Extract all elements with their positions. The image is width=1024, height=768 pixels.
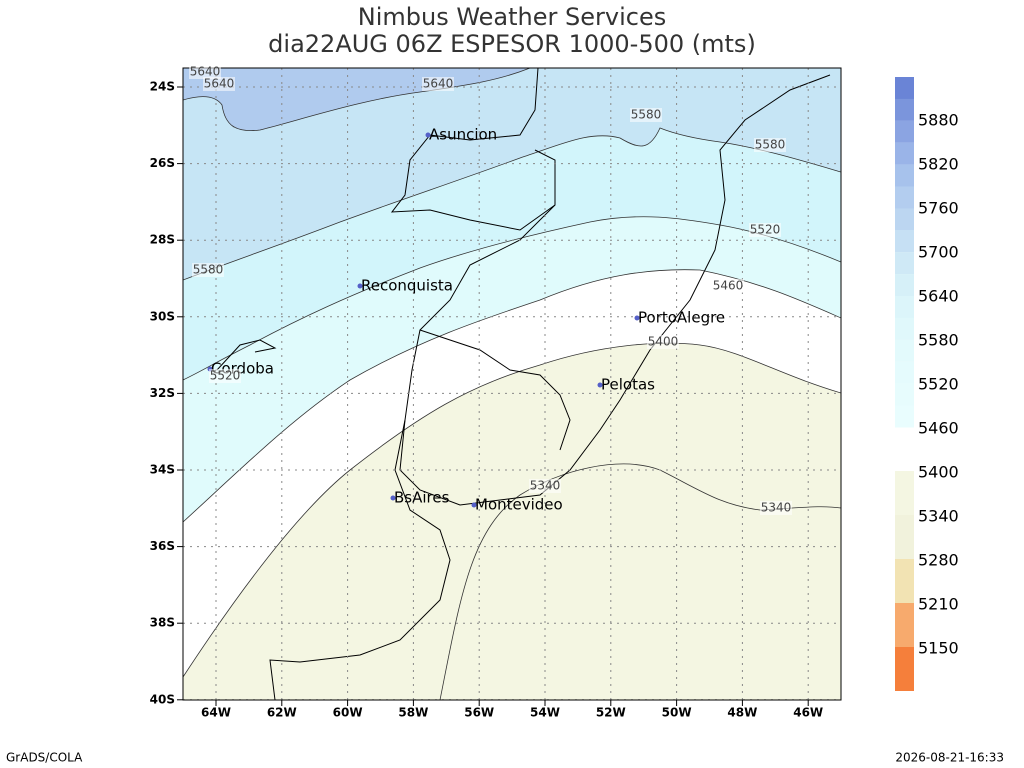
city-dot (471, 502, 477, 508)
colorbar-swatch (895, 559, 914, 603)
contour-label: 5640 (190, 65, 221, 79)
colorbar-swatch (895, 339, 914, 362)
lat-label: 24S (150, 80, 175, 94)
contour-label-bg (754, 138, 786, 152)
colorbar-label: 5150 (918, 639, 959, 658)
lon-label: 58W (398, 706, 428, 720)
colorbar-label: 5340 (918, 507, 959, 526)
colorbar-swatch (895, 274, 914, 297)
lon-label: 48W (727, 706, 757, 720)
colorbar-label: 5640 (918, 287, 959, 306)
lon-label: 62W (267, 706, 297, 720)
colorbar-swatch (895, 77, 914, 99)
colorbar-label: 5280 (918, 551, 959, 570)
lon-label: 54W (530, 706, 560, 720)
contour-label: 5400 (648, 335, 679, 349)
colorbar-label: 5580 (918, 331, 959, 350)
city-dot (634, 315, 640, 321)
colorbar-swatch (895, 98, 914, 121)
lat-label: 38S (150, 616, 175, 630)
city-label: PortoAlegre (638, 309, 725, 327)
contour-label: 5340 (530, 479, 561, 493)
city-dot (390, 495, 396, 501)
city-dot (425, 132, 431, 138)
lat-label: 32S (150, 386, 175, 400)
contour-label-bg (647, 335, 679, 349)
contour-label: 5640 (204, 77, 235, 91)
city-label: BsAires (394, 489, 450, 507)
city-label: Pelotas (601, 376, 655, 394)
colorbar-swatch (895, 405, 914, 428)
colorbar-label: 5760 (918, 199, 959, 218)
colorbar-label: 5880 (918, 111, 959, 130)
contour-label-bg (192, 263, 224, 277)
contour-label-bg (760, 501, 792, 515)
city-dot (597, 382, 603, 388)
map-frame (182, 67, 842, 701)
colorbar-label: 5210 (918, 595, 959, 614)
colorbar-swatch (895, 296, 914, 318)
city-label: Reconquista (361, 277, 453, 295)
colorbar-label: 5400 (918, 463, 959, 482)
lat-label: 30S (150, 309, 175, 323)
lat-label: 40S (150, 692, 175, 706)
contour-label: 5580 (631, 108, 662, 122)
contour-label-bg (712, 279, 744, 293)
colorbar-label: 5460 (918, 419, 959, 438)
colorbar-swatch (895, 383, 914, 406)
contour-label-bg (209, 369, 241, 383)
colorbar-swatch (895, 164, 914, 187)
map-area (183, 68, 841, 700)
title: Nimbus Weather Services (358, 3, 666, 31)
contour-label: 5580 (193, 263, 224, 277)
colorbar: 5880 5820 5760 5700 5640 5580 5520 5460 5400 5340… (895, 77, 959, 691)
contour-label-bg (422, 77, 454, 91)
city-label: Asuncion (429, 126, 497, 144)
contour-label: 5640 (423, 77, 454, 91)
lat-label: 34S (150, 463, 175, 477)
lon-label: 52W (596, 706, 626, 720)
title: dia22AUG 06Z ESPESOR 1000-500 (mts) (268, 30, 756, 58)
colorbar-label: 5520 (918, 375, 959, 394)
lon-label: 50W (662, 706, 692, 720)
contour-label: 5520 (210, 369, 241, 383)
colorbar-label: 5820 (918, 155, 959, 174)
contour-label-bg (189, 65, 221, 79)
footer-right: 2026-08-21-16:33 (895, 751, 1004, 765)
colorbar-label: 5700 (918, 243, 959, 262)
contour-label: 5340 (761, 501, 792, 515)
colorbar-swatch (895, 647, 914, 691)
band-5580 (183, 68, 841, 280)
city-label: Montevideo (475, 496, 563, 514)
contour-label: 5520 (750, 223, 781, 237)
colorbar-swatch (895, 186, 914, 209)
colorbar-swatch (895, 120, 914, 143)
contour-label-bg (203, 77, 235, 91)
contour-label: 5580 (755, 138, 786, 152)
colorbar-swatch (895, 208, 914, 231)
lon-label: 64W (201, 706, 231, 720)
colorbar-swatch (895, 361, 914, 384)
colorbar-swatch (895, 230, 914, 253)
colorbar-swatch (895, 603, 914, 647)
coastlines (216, 68, 831, 700)
city-dot (357, 283, 363, 289)
colorbar-swatch (895, 471, 914, 515)
colorbar-swatch (895, 317, 914, 340)
lon-label: 46W (793, 706, 823, 720)
lat-label: 26S (150, 156, 175, 170)
colorbar-swatch (895, 142, 914, 165)
lat-label: 36S (150, 539, 175, 553)
contour-label-bg (630, 108, 662, 122)
colorbar-swatch (895, 252, 914, 275)
lat-label: 28S (150, 233, 175, 247)
colorbar-swatch (895, 515, 914, 559)
lon-label: 56W (464, 706, 494, 720)
contour-label: 5460 (713, 279, 744, 293)
contour-label-bg (529, 479, 561, 493)
footer-left: GrADS/COLA (6, 751, 83, 765)
contour-label-bg (749, 223, 781, 237)
lon-label: 60W (333, 706, 363, 720)
